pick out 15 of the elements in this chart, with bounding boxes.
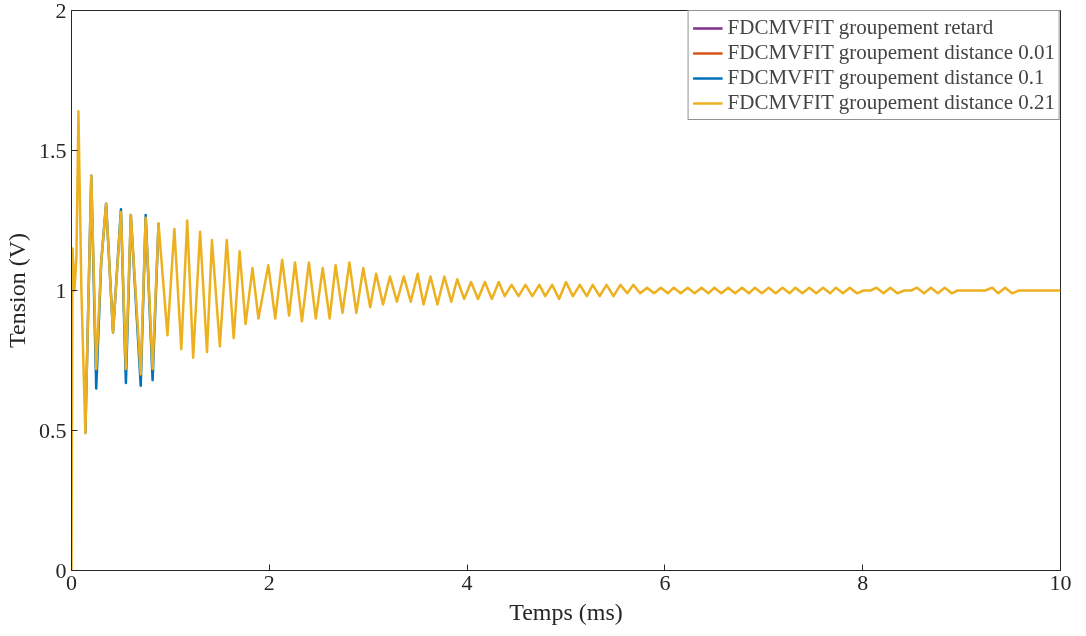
y-tick-label: 2 xyxy=(55,0,67,23)
legend-label: FDCMVFIT groupement distance 0.21 xyxy=(727,90,1055,115)
x-tick-label: 8 xyxy=(857,569,869,595)
x-tick-label: 10 xyxy=(1049,569,1072,595)
legend-label: FDCMVFIT groupement retard xyxy=(727,15,994,40)
y-axis-title: Tension (V) xyxy=(4,233,30,348)
y-tick-label: 1.5 xyxy=(39,137,67,163)
x-tick-label: 6 xyxy=(659,569,671,595)
y-tick-label: 0.5 xyxy=(39,417,67,443)
y-tick-label: 1 xyxy=(55,277,67,303)
legend-label: FDCMVFIT groupement distance 0.1 xyxy=(727,65,1045,90)
x-axis-title: Temps (ms) xyxy=(509,598,623,625)
x-tick-label: 2 xyxy=(263,569,275,595)
x-tick-label: 4 xyxy=(461,569,473,595)
legend-label: FDCMVFIT groupement distance 0.01 xyxy=(727,40,1055,65)
